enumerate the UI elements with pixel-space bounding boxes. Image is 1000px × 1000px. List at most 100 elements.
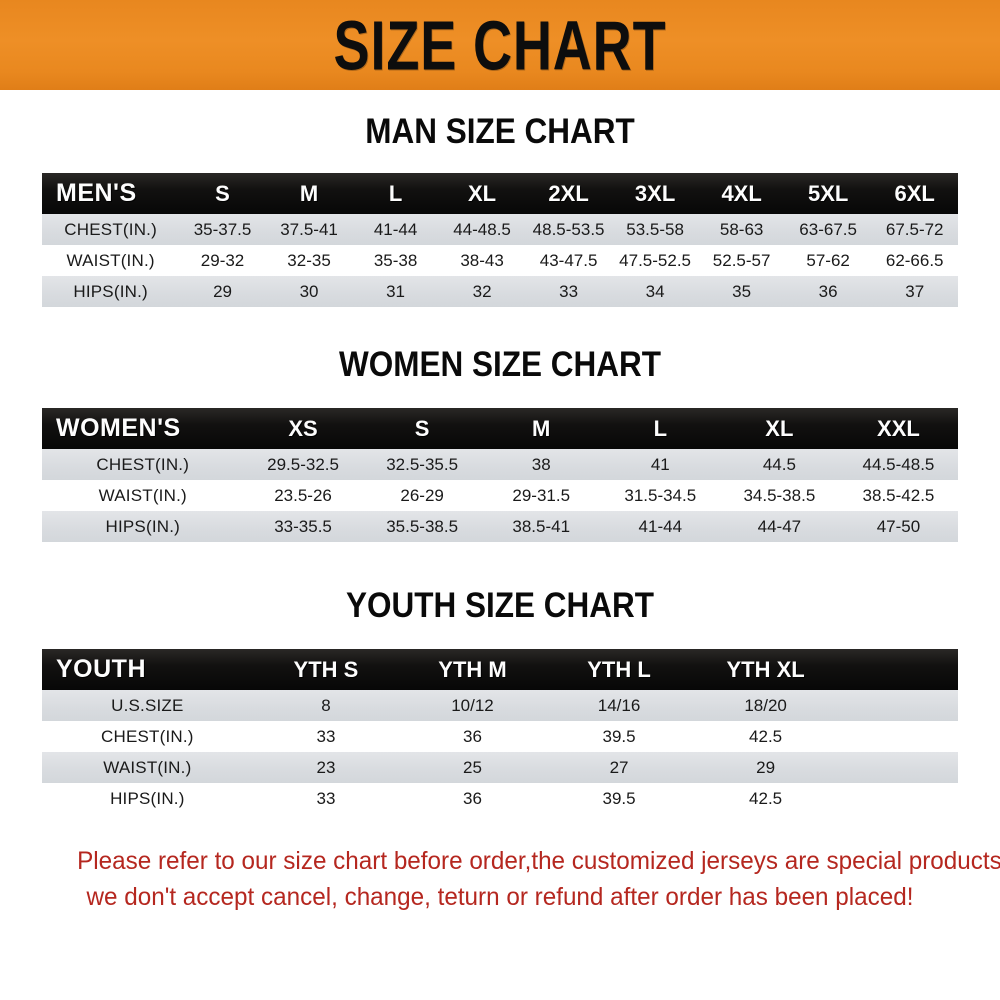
table-cell: 53.5-58: [611, 214, 699, 245]
note-line-1: Please refer to our size chart before or…: [77, 847, 1000, 875]
table-cell: 33: [252, 783, 400, 814]
men-header-cell-3: L: [352, 173, 439, 214]
table-cell-spacer: [838, 752, 958, 783]
table-cell: 62-66.5: [871, 245, 958, 276]
table-cell: 23: [252, 752, 400, 783]
table-cell: 29: [692, 752, 839, 783]
table-cell: 35: [698, 276, 785, 307]
table-cell: 32.5-35.5: [362, 449, 482, 480]
table-row: CHEST(IN.) 29.5-32.5 32.5-35.5 38 41 44.…: [42, 449, 958, 480]
table-cell: 57-62: [784, 245, 872, 276]
women-header-cell-1: XS: [243, 408, 363, 449]
row-label: HIPS(IN.): [42, 783, 253, 814]
table-cell: 23.5-26: [243, 480, 363, 511]
table-cell: 41-44: [600, 511, 720, 542]
table-cell: 10/12: [399, 690, 546, 721]
youth-header-cell-0: YOUTH: [42, 649, 253, 690]
table-cell: 29-32: [179, 245, 266, 276]
table-cell: 34: [611, 276, 699, 307]
table-cell: 52.5-57: [698, 245, 785, 276]
table-cell: 38.5-42.5: [838, 480, 958, 511]
men-header-cell-7: 4XL: [698, 173, 785, 214]
table-row: U.S.SIZE 8 10/12 14/16 18/20: [42, 690, 958, 721]
page-title: SIZE CHART: [333, 5, 667, 85]
table-row: CHEST(IN.) 33 36 39.5 42.5: [42, 721, 958, 752]
men-size-table: MEN'S S M L XL 2XL 3XL 4XL 5XL 6XL CHEST…: [42, 173, 958, 307]
table-cell: 63-67.5: [784, 214, 872, 245]
row-label: CHEST(IN.): [42, 449, 244, 480]
table-cell: 42.5: [692, 721, 839, 752]
women-header-cell-2: S: [362, 408, 482, 449]
row-label: U.S.SIZE: [42, 690, 253, 721]
women-header-cell-4: L: [600, 408, 720, 449]
women-header-cell-3: M: [481, 408, 601, 449]
table-cell: 41: [600, 449, 720, 480]
table-cell: 44-48.5: [438, 214, 526, 245]
youth-header-row: YOUTH YTH S YTH M YTH L YTH XL: [42, 649, 958, 690]
table-cell: 36: [399, 783, 546, 814]
table-cell: 39.5: [545, 783, 693, 814]
table-cell-spacer: [838, 783, 958, 814]
table-cell: 33-35.5: [243, 511, 363, 542]
table-cell: 35-38: [352, 245, 439, 276]
men-header-cell-9: 6XL: [871, 173, 958, 214]
row-label: CHEST(IN.): [42, 214, 180, 245]
table-cell: 36: [399, 721, 546, 752]
youth-section-title: YOUTH SIZE CHART: [345, 586, 654, 625]
table-cell: 38.5-41: [481, 511, 601, 542]
table-cell: 44.5-48.5: [838, 449, 958, 480]
table-cell-spacer: [838, 721, 958, 752]
row-label: WAIST(IN.): [42, 752, 253, 783]
youth-header-cell-1: YTH S: [252, 649, 400, 690]
table-cell: 58-63: [698, 214, 785, 245]
men-header-cell-4: XL: [438, 173, 526, 214]
table-row: HIPS(IN.) 33 36 39.5 42.5: [42, 783, 958, 814]
table-row: WAIST(IN.) 23 25 27 29: [42, 752, 958, 783]
table-cell: 32: [438, 276, 526, 307]
table-cell: 36: [784, 276, 872, 307]
table-cell-spacer: [838, 690, 958, 721]
men-header-cell-2: M: [265, 173, 353, 214]
table-cell: 35-37.5: [179, 214, 266, 245]
table-cell: 14/16: [545, 690, 693, 721]
women-header-cell-6: XXL: [838, 408, 958, 449]
row-label: WAIST(IN.): [42, 245, 180, 276]
men-header-cell-5: 2XL: [525, 173, 612, 214]
men-header-cell-0: MEN'S: [42, 173, 180, 214]
men-header-row: MEN'S S M L XL 2XL 3XL 4XL 5XL 6XL: [42, 173, 958, 214]
note-line-2: we don't accept cancel, change, teturn o…: [86, 882, 914, 911]
women-header-cell-0: WOMEN'S: [42, 408, 244, 449]
table-row: HIPS(IN.) 29 30 31 32 33 34 35 36 37: [42, 276, 958, 307]
women-header-cell-5: XL: [719, 408, 839, 449]
table-cell: 33: [252, 721, 400, 752]
row-label: CHEST(IN.): [42, 721, 253, 752]
table-cell: 29-31.5: [481, 480, 601, 511]
row-label: HIPS(IN.): [42, 511, 244, 542]
table-cell: 33: [525, 276, 612, 307]
table-cell: 34.5-38.5: [719, 480, 839, 511]
table-cell: 35.5-38.5: [362, 511, 482, 542]
table-cell: 43-47.5: [525, 245, 612, 276]
size-chart-sheet: MAN SIZE CHART MEN'S S M L XL 2XL 3XL 4X…: [0, 114, 1000, 915]
table-cell: 44-47: [719, 511, 839, 542]
women-section-title: WOMEN SIZE CHART: [338, 345, 661, 384]
men-header-cell-8: 5XL: [784, 173, 872, 214]
women-header-row: WOMEN'S XS S M L XL XXL: [42, 408, 958, 449]
row-label: WAIST(IN.): [42, 480, 244, 511]
page-banner: SIZE CHART: [0, 0, 1000, 90]
table-cell: 38-43: [438, 245, 526, 276]
order-policy-note: Please refer to our size chart before or…: [56, 844, 1000, 915]
youth-header-cell-3: YTH L: [545, 649, 693, 690]
table-cell: 37.5-41: [265, 214, 353, 245]
table-cell: 32-35: [265, 245, 353, 276]
table-row: WAIST(IN.) 23.5-26 26-29 29-31.5 31.5-34…: [42, 480, 958, 511]
table-cell: 38: [481, 449, 601, 480]
women-size-table: WOMEN'S XS S M L XL XXL CHEST(IN.) 29.5-…: [42, 408, 958, 542]
table-cell: 27: [545, 752, 693, 783]
table-cell: 31: [352, 276, 439, 307]
table-cell: 48.5-53.5: [525, 214, 612, 245]
table-cell: 18/20: [692, 690, 839, 721]
men-header-cell-1: S: [179, 173, 266, 214]
table-cell: 30: [265, 276, 353, 307]
youth-header-spacer: [838, 649, 958, 690]
